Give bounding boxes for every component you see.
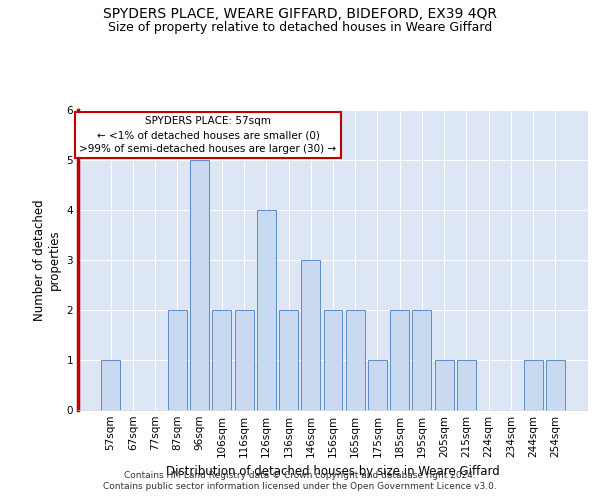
Bar xyxy=(368,360,387,410)
Bar xyxy=(212,310,231,410)
Bar xyxy=(235,310,254,410)
Bar xyxy=(323,310,343,410)
Bar xyxy=(435,360,454,410)
Bar xyxy=(546,360,565,410)
Text: Contains HM Land Registry data © Crown copyright and database right 2024.: Contains HM Land Registry data © Crown c… xyxy=(124,471,476,480)
Bar xyxy=(412,310,431,410)
Bar xyxy=(457,360,476,410)
Bar xyxy=(168,310,187,410)
Y-axis label: Number of detached
properties: Number of detached properties xyxy=(33,199,61,321)
Bar xyxy=(346,310,365,410)
Bar xyxy=(101,360,120,410)
Bar xyxy=(257,210,276,410)
Bar xyxy=(279,310,298,410)
Text: SPYDERS PLACE: 57sqm
← <1% of detached houses are smaller (0)
>99% of semi-detac: SPYDERS PLACE: 57sqm ← <1% of detached h… xyxy=(79,116,337,154)
Bar xyxy=(301,260,320,410)
X-axis label: Distribution of detached houses by size in Weare Giffard: Distribution of detached houses by size … xyxy=(166,466,500,478)
Bar xyxy=(390,310,409,410)
Text: SPYDERS PLACE, WEARE GIFFARD, BIDEFORD, EX39 4QR: SPYDERS PLACE, WEARE GIFFARD, BIDEFORD, … xyxy=(103,8,497,22)
Bar xyxy=(190,160,209,410)
Text: Size of property relative to detached houses in Weare Giffard: Size of property relative to detached ho… xyxy=(108,21,492,34)
Bar xyxy=(524,360,542,410)
Text: Contains public sector information licensed under the Open Government Licence v3: Contains public sector information licen… xyxy=(103,482,497,491)
